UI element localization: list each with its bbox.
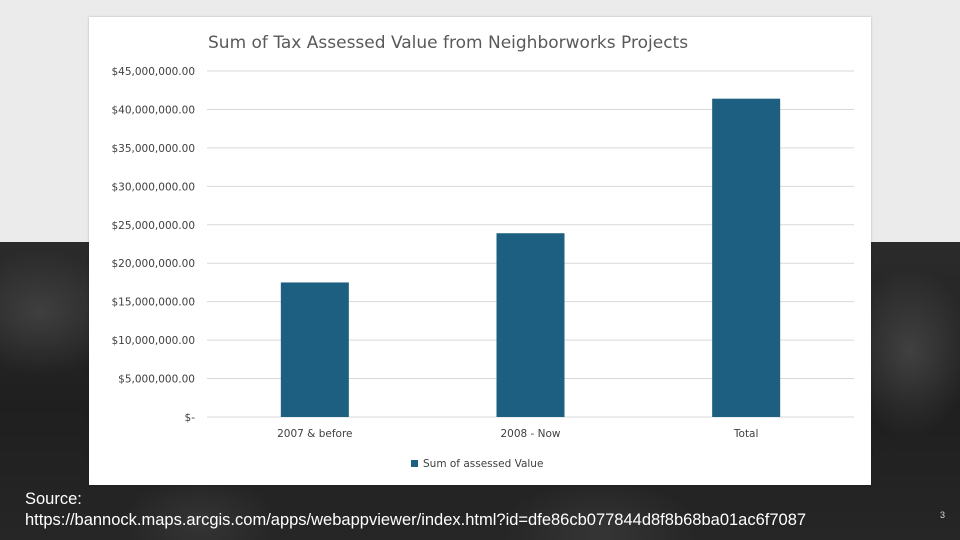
x-tick-label: 2007 & before [277,428,352,440]
x-tick-label: Total [733,428,759,440]
y-tick-label: $5,000,000.00 [118,374,195,386]
y-tick-label: $- [185,412,196,424]
chart-title: Sum of Tax Assessed Value from Neighborw… [208,33,688,53]
chart-card: Sum of Tax Assessed Value from Neighborw… [89,17,871,485]
bar-total [712,98,781,418]
legend-swatch [411,460,418,467]
y-tick-label: $35,000,000.00 [112,143,196,155]
y-axis-ticks: $- $5,000,000.00 $10,000,000.00 $15,000,000… [112,66,196,424]
y-tick-label: $40,000,000.00 [112,104,196,116]
source-citation: Source: https://bannock.maps.arcgis.com/… [25,489,925,531]
x-tick-label: 2008 - Now [500,428,560,440]
bar-2008-now [496,233,565,417]
legend: Sum of assessed Value [411,458,543,470]
legend-label: Sum of assessed Value [423,458,543,470]
y-tick-label: $25,000,000.00 [112,220,196,232]
y-tick-label: $10,000,000.00 [112,335,196,347]
y-tick-label: $30,000,000.00 [112,181,196,193]
x-axis-ticks: 2007 & before 2008 - Now Total [277,428,758,440]
source-url[interactable]: https://bannock.maps.arcgis.com/apps/web… [25,511,807,529]
page-number: 3 [940,510,946,520]
bar-chart: Sum of Tax Assessed Value from Neighborw… [112,33,854,470]
y-tick-label: $45,000,000.00 [112,66,196,78]
source-label: Source: [25,490,82,508]
y-tick-label: $20,000,000.00 [112,258,196,270]
bar-2007-before [280,282,349,417]
y-tick-label: $15,000,000.00 [112,297,196,309]
bars [280,98,781,418]
